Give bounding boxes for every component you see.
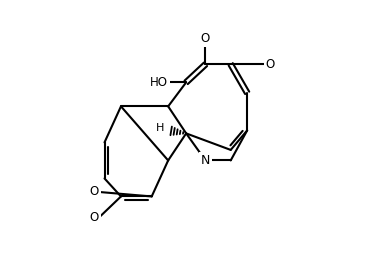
- Text: O: O: [266, 58, 275, 71]
- Text: O: O: [201, 32, 210, 45]
- Text: N: N: [201, 154, 210, 167]
- Text: O: O: [90, 211, 99, 224]
- Text: H: H: [156, 123, 164, 133]
- Text: O: O: [201, 32, 210, 45]
- Text: HO: HO: [150, 76, 168, 89]
- Text: O: O: [90, 185, 99, 199]
